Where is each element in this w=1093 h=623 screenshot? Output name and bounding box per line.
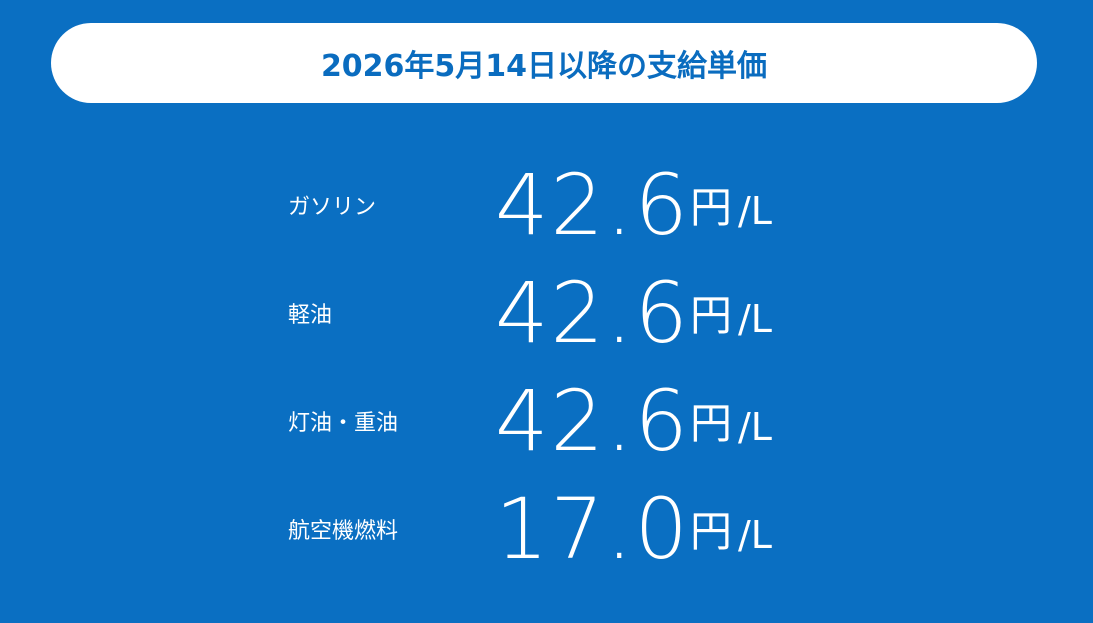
price-per: /L xyxy=(738,405,772,449)
price-value: 42.6 xyxy=(494,156,690,254)
price-row: 航空機燃料 17.0 円 /L xyxy=(288,479,808,579)
price-unit: 円 xyxy=(690,507,733,556)
price-per: /L xyxy=(738,513,772,557)
price-unit: 円 xyxy=(690,399,733,448)
fuel-label: 灯油・重油 xyxy=(288,411,399,436)
price-unit: 円 xyxy=(690,291,733,340)
price-row: ガソリン 42.6 円 /L xyxy=(288,155,808,255)
price-unit: 円 xyxy=(690,183,733,232)
price-per: /L xyxy=(738,297,772,341)
price-per: /L xyxy=(738,189,772,233)
header: 2026年5月14日以降の支給単価 xyxy=(51,23,1037,103)
price-row: 灯油・重油 42.6 円 /L xyxy=(288,371,808,471)
fuel-label: 航空機燃料 xyxy=(288,519,399,544)
fuel-label: ガソリン xyxy=(288,195,377,220)
price-row: 軽油 42.6 円 /L xyxy=(288,263,808,363)
price-value: 42.6 xyxy=(494,264,690,362)
header-title: 2026年5月14日以降の支給単価 xyxy=(320,49,768,84)
price-value: 17.0 xyxy=(494,480,690,578)
price-value: 42.6 xyxy=(494,372,690,470)
fuel-label: 軽油 xyxy=(288,303,333,328)
